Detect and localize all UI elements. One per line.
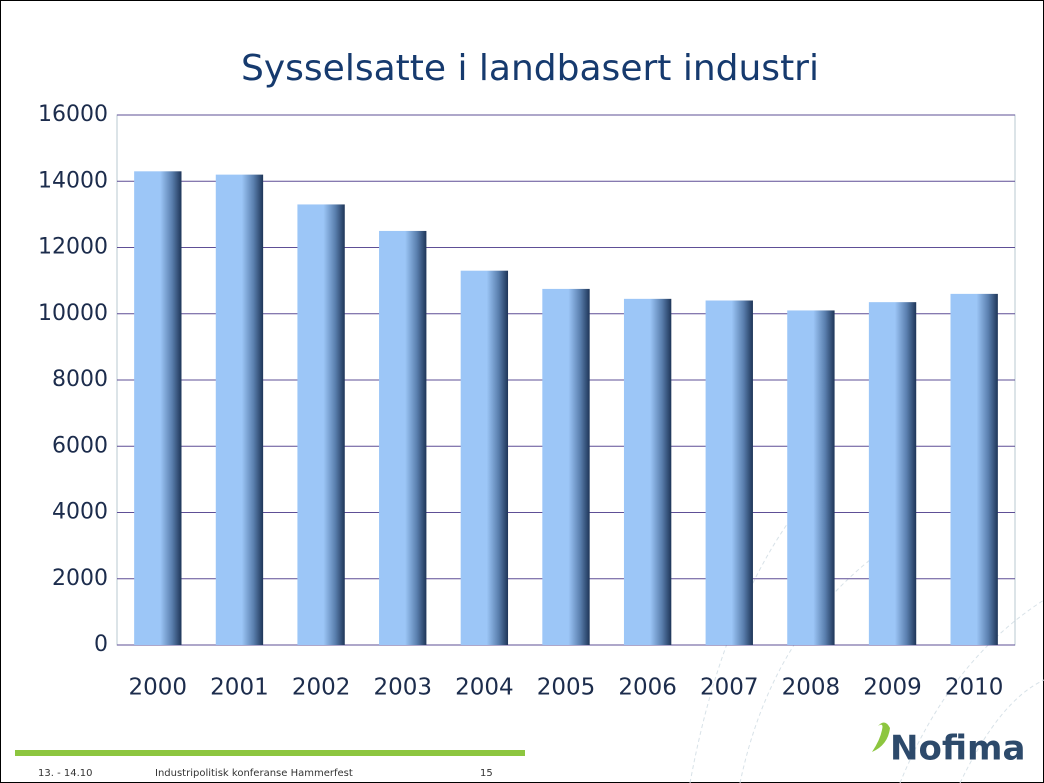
- logo-text: Nofima: [890, 729, 1025, 769]
- footer-date: 13. - 14.10: [38, 768, 93, 779]
- y-tick-label: 6000: [52, 433, 108, 458]
- footer-event: Industripolitisk konferanse Hammerfest: [155, 768, 353, 779]
- x-tick-label: 2001: [210, 675, 269, 701]
- x-tick-label: 2008: [782, 675, 841, 701]
- y-tick-label: 14000: [38, 168, 108, 193]
- y-tick-label: 2000: [52, 566, 108, 591]
- bar: [950, 293, 998, 645]
- bar: [297, 204, 345, 645]
- bar: [542, 288, 590, 645]
- x-tick-label: 2005: [537, 675, 596, 701]
- logo-mark: [872, 722, 890, 752]
- x-tick-label: 2002: [292, 675, 351, 701]
- bar: [134, 171, 182, 645]
- background-arcs: [689, 519, 1044, 783]
- bar: [623, 298, 672, 645]
- x-tick-label: 2010: [945, 675, 1004, 701]
- bar: [460, 270, 509, 645]
- x-tick-label: 2000: [129, 675, 188, 701]
- bar: [787, 310, 835, 645]
- chart-title: Sysselsatte i landbasert industri: [241, 48, 819, 89]
- y-tick-label: 4000: [52, 500, 108, 525]
- bar: [215, 174, 264, 645]
- y-tick-label: 16000: [38, 102, 108, 127]
- y-tick-label: 8000: [52, 367, 108, 392]
- footer-bar: [15, 750, 525, 756]
- x-tick-label: 2009: [863, 675, 922, 701]
- bar: [379, 230, 427, 645]
- y-tick-label: 10000: [38, 301, 108, 326]
- y-tick-label: 12000: [38, 235, 108, 260]
- x-tick-label: 2004: [455, 675, 514, 701]
- x-tick-label: 2007: [700, 675, 759, 701]
- bar: [868, 302, 917, 645]
- y-tick-label: 0: [94, 632, 108, 657]
- x-tick-label: 2003: [373, 675, 432, 701]
- footer-page: 15: [480, 768, 493, 779]
- bar: [705, 300, 753, 645]
- x-tick-label: 2006: [618, 675, 677, 701]
